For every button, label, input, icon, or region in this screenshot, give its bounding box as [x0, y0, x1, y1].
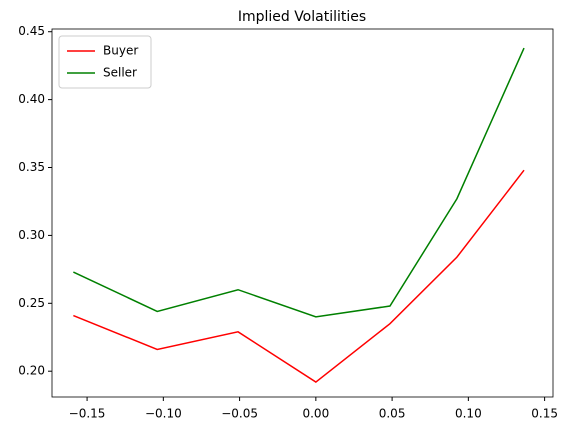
x-tick-label: −0.10 [145, 407, 182, 421]
y-tick-label: 0.30 [18, 228, 45, 242]
x-tick-label: −0.15 [69, 407, 106, 421]
y-tick-label: 0.25 [18, 296, 45, 310]
y-tick-label: 0.35 [18, 160, 45, 174]
x-tick-label: 0.05 [379, 407, 406, 421]
x-tick-label: −0.05 [221, 407, 258, 421]
y-tick-label: 0.20 [18, 364, 45, 378]
plot-frame [51, 28, 554, 398]
x-tick-label: 0.00 [302, 407, 329, 421]
y-tick-label: 0.45 [18, 24, 45, 38]
legend-box [58, 35, 152, 89]
x-tick-label: 0.10 [455, 407, 482, 421]
legend-label: Seller [103, 66, 137, 80]
series-line [73, 47, 525, 318]
legend: Buyer Seller [58, 35, 152, 89]
chart-title: Implied Volatilities [238, 9, 366, 25]
x-tick-label: 0.15 [531, 407, 558, 421]
legend-label: Buyer [103, 44, 138, 58]
series-line [73, 169, 525, 383]
y-tick-label: 0.40 [18, 92, 45, 106]
